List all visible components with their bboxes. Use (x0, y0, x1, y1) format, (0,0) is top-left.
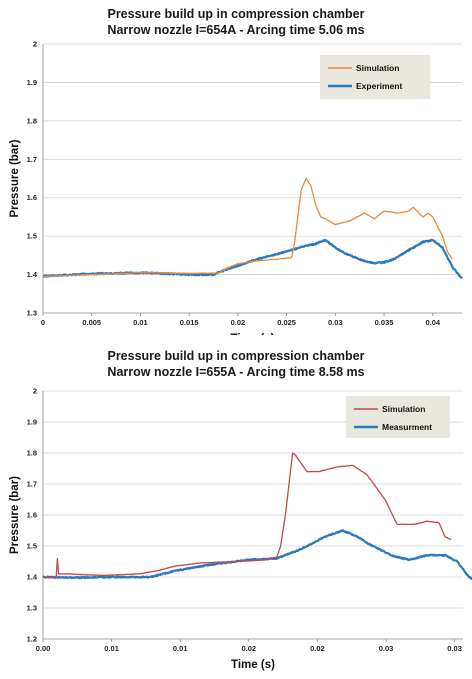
y-tick-label: 1.3 (27, 604, 37, 613)
y-tick-label: 1.2 (27, 635, 37, 644)
legend-label: Measurment (382, 422, 432, 432)
y-tick-label: 1.9 (27, 78, 37, 87)
legend-label: Experiment (356, 81, 402, 91)
y-tick-label: 2 (33, 387, 37, 396)
y-tick-label: 1.6 (27, 193, 37, 202)
x-tick-label: 0.01 (173, 644, 188, 653)
x-tick-label: 0.04 (425, 318, 440, 327)
chart-subtitle: Narrow nozzle I=655A - Arcing time 8.58 … (107, 365, 365, 379)
y-axis-label: Pressure (bar) (9, 139, 21, 217)
x-tick-label: 0.00 (36, 644, 51, 653)
chart-title: Pressure build up in compression chamber (107, 7, 365, 21)
series-line (42, 452, 452, 578)
series-line (42, 177, 453, 278)
chart-title: Pressure build up in compression chamber (107, 349, 365, 363)
y-tick-label: 1.7 (27, 155, 37, 164)
y-tick-label: 1.5 (27, 232, 37, 241)
x-tick-label: 0.01 (104, 644, 119, 653)
x-tick-label: 0 (41, 318, 45, 327)
legend-label: Simulation (382, 404, 425, 414)
series-line (42, 529, 472, 581)
y-tick-label: 1.8 (27, 116, 37, 125)
y-tick-label: 1.4 (27, 270, 38, 279)
x-axis-label: Time (s) (231, 333, 275, 335)
y-tick-label: 1.8 (27, 449, 37, 458)
chart-plot: 1.3 1.4 1.5 1.6 1.7 1.8 1.9 2 0 0.005 0.01 0.015 0.0… (9, 40, 463, 335)
y-tick-label: 1.9 (27, 418, 37, 427)
y-tick-label: 2 (33, 40, 37, 49)
x-tick-label: 0.03 (379, 644, 394, 653)
y-axis-label: Pressure (bar) (9, 476, 21, 554)
x-axis-label: Time (s) (231, 659, 275, 671)
y-tick-label: 1.5 (27, 542, 37, 551)
x-tick-label: 0.03 (328, 318, 343, 327)
x-tick-label: 0.03 (447, 644, 462, 653)
chart-subtitle: Narrow nozzle I=654A - Arcing time 5.06 … (107, 23, 365, 37)
y-tick-label: 1.3 (27, 309, 37, 318)
y-tick-label: 1.7 (27, 480, 37, 489)
x-tick-label: 0.035 (375, 318, 394, 327)
x-tick-label: 0.01 (133, 318, 148, 327)
x-tick-label: 0.02 (241, 644, 256, 653)
y-tick-label: 1.6 (27, 511, 37, 520)
x-tick-label: 0.005 (82, 318, 101, 327)
chart-bottom: Pressure build up in compression chamber… (0, 344, 472, 679)
chart-plot: 1.2 1.3 1.4 1.5 1.6 1.7 1.8 1.9 2 0.00 0.01 0.01 0.0… (9, 387, 472, 671)
chart-top: Pressure build up in compression chamber… (0, 0, 472, 335)
y-tick-label: 1.4 (27, 573, 38, 582)
x-tick-label: 0.02 (310, 644, 325, 653)
x-tick-label: 0.015 (180, 318, 199, 327)
legend-label: Simulation (356, 63, 399, 73)
x-tick-label: 0.025 (277, 318, 296, 327)
x-tick-label: 0.02 (231, 318, 246, 327)
legend-box (320, 55, 430, 99)
series-line (42, 238, 463, 279)
legend-box (346, 396, 450, 438)
